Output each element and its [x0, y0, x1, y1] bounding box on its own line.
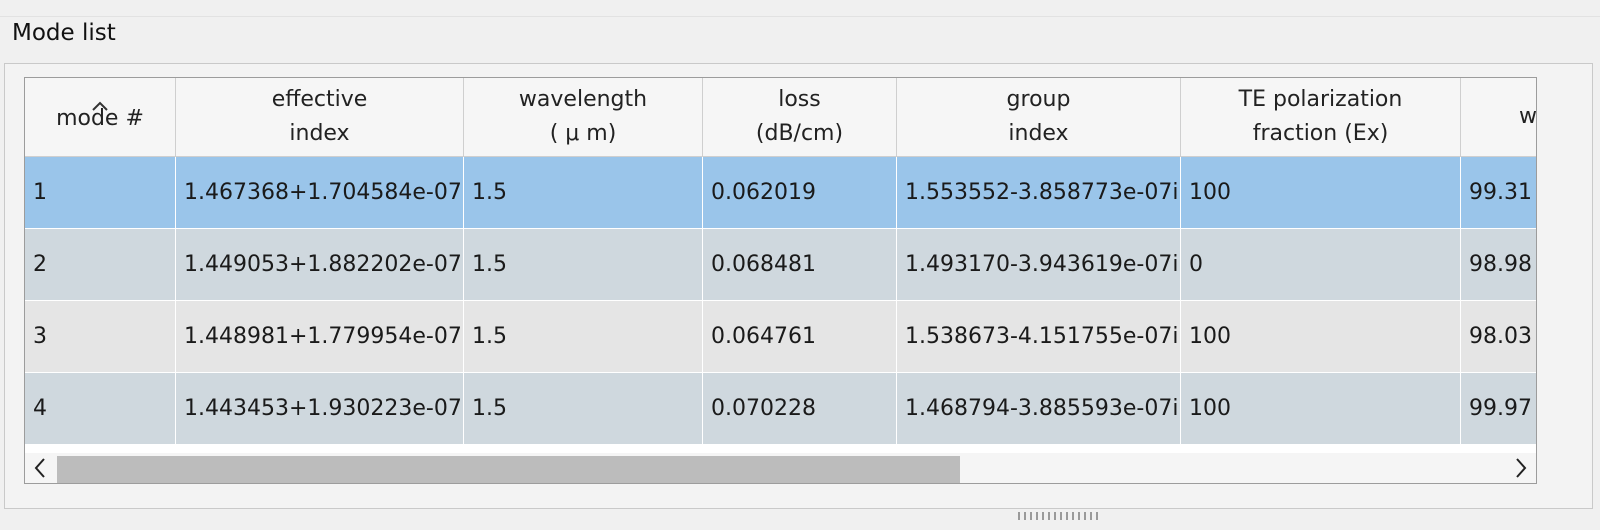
chevron-left-icon[interactable] — [25, 453, 55, 483]
table-row[interactable]: 1 1.467368+1.704584e-07i 1.5 0.062019 1.… — [25, 157, 1536, 229]
table-header: mode # effective index wavelength ( μ m)… — [25, 78, 1537, 157]
cell-te-polarization: 100 — [1181, 301, 1461, 373]
cell-mode-number: 3 — [25, 301, 176, 373]
cell-group-index: 1.553552-3.858773e-07i — [897, 157, 1181, 229]
cell-effective-index: 1.449053+1.882202e-07i — [176, 229, 464, 301]
cell-group-index: 1.493170-3.943619e-07i — [897, 229, 1181, 301]
column-header-te-polarization-fraction[interactable]: TE polarization fraction (Ex) — [1181, 78, 1461, 157]
table-row[interactable]: 3 1.448981+1.779954e-07i 1.5 0.064761 1.… — [25, 301, 1536, 373]
cell-wavelength: 1.5 — [464, 157, 703, 229]
horizontal-scrollbar[interactable] — [25, 453, 1536, 483]
cell-te-polarization: 0 — [1181, 229, 1461, 301]
cell-partial: 98.98 — [1461, 229, 1536, 301]
cell-wavelength: 1.5 — [464, 301, 703, 373]
cell-group-index: 1.468794-3.885593e-07i — [897, 373, 1181, 445]
cell-loss: 0.062019 — [703, 157, 897, 229]
column-header-wavelength[interactable]: wavelength ( μ m) — [464, 78, 703, 157]
cell-te-polarization: 100 — [1181, 157, 1461, 229]
cell-mode-number: 4 — [25, 373, 176, 445]
cell-partial: 98.03 — [1461, 301, 1536, 373]
cell-effective-index: 1.467368+1.704584e-07i — [176, 157, 464, 229]
cell-loss: 0.070228 — [703, 373, 897, 445]
cell-loss: 0.068481 — [703, 229, 897, 301]
cell-wavelength: 1.5 — [464, 373, 703, 445]
chevron-right-icon[interactable] — [1506, 453, 1536, 483]
cell-mode-number: 1 — [25, 157, 176, 229]
column-header-label: effective index — [271, 87, 368, 146]
column-header-label: TE polarization fraction (Ex) — [1238, 87, 1403, 146]
cell-partial: 99.97 — [1461, 373, 1536, 445]
column-header-label: wavelength ( μ m) — [518, 87, 648, 146]
column-header-label: mode # — [56, 106, 144, 131]
cell-effective-index: 1.448981+1.779954e-07i — [176, 301, 464, 373]
scrollbar-thumb[interactable] — [57, 456, 960, 483]
column-header-label: w — [1519, 104, 1537, 129]
column-header-effective-index[interactable]: effective index — [176, 78, 464, 157]
column-header-label: group index — [1006, 87, 1071, 146]
table-row[interactable]: 4 1.443453+1.930223e-07i 1.5 0.070228 1.… — [25, 373, 1536, 445]
cell-te-polarization: 100 — [1181, 373, 1461, 445]
cell-group-index: 1.538673-4.151755e-07i — [897, 301, 1181, 373]
mode-list-title: Mode list — [12, 20, 116, 46]
mode-table[interactable]: mode # effective index wavelength ( μ m)… — [24, 77, 1537, 484]
cell-effective-index: 1.443453+1.930223e-07i — [176, 373, 464, 445]
resize-grip[interactable] — [1018, 512, 1102, 520]
column-header-label: loss (dB/cm) — [755, 87, 844, 146]
column-header-group-index[interactable]: group index — [897, 78, 1181, 157]
top-strip — [0, 0, 1600, 17]
column-header-partial[interactable]: w — [1461, 78, 1537, 157]
table-row[interactable]: 2 1.449053+1.882202e-07i 1.5 0.068481 1.… — [25, 229, 1536, 301]
cell-mode-number: 2 — [25, 229, 176, 301]
cell-loss: 0.064761 — [703, 301, 897, 373]
column-header-mode-number[interactable]: mode # — [25, 78, 176, 157]
chevron-up-icon — [25, 78, 175, 115]
column-header-loss[interactable]: loss (dB/cm) — [703, 78, 897, 157]
cell-wavelength: 1.5 — [464, 229, 703, 301]
cell-partial: 99.31 — [1461, 157, 1536, 229]
